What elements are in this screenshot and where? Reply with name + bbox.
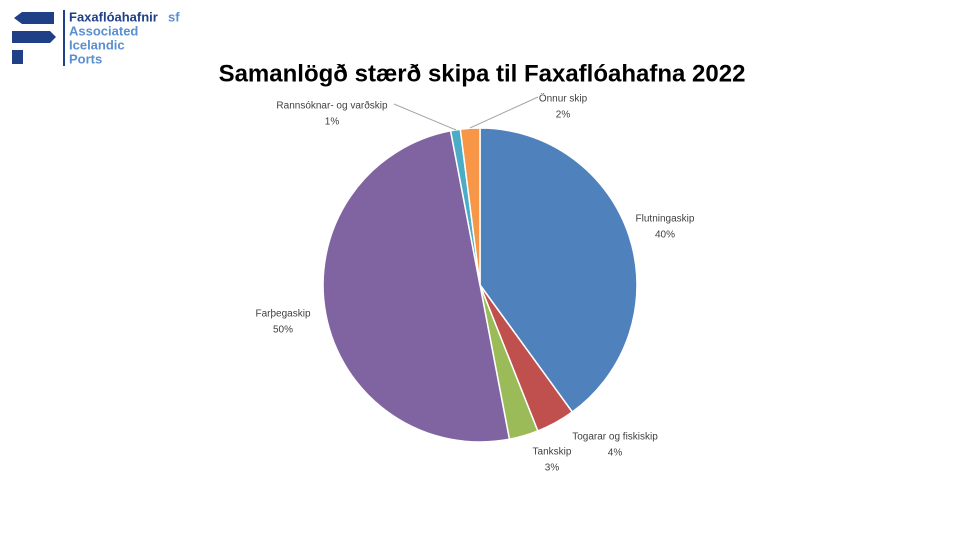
slice-label: Önnur skip xyxy=(539,93,588,105)
logo-line: Ports xyxy=(69,51,102,66)
logo-suffix: sf xyxy=(168,9,180,24)
pie-slice xyxy=(322,129,511,443)
logo-name: Faxaflóahafnir xyxy=(69,9,158,24)
slice-value-label: 4% xyxy=(608,448,623,459)
leader-line xyxy=(393,103,457,131)
pie-slice xyxy=(479,127,638,414)
logo-icon xyxy=(12,10,65,66)
slice-label: Tankskip xyxy=(533,447,572,458)
slice-value-label: 40% xyxy=(655,230,675,241)
slice-value-label: 2% xyxy=(556,110,571,121)
leader-line xyxy=(469,96,539,129)
slice-value-label: 1% xyxy=(325,117,340,128)
chart-title: Samanlögð stærð skipa til Faxaflóahafna … xyxy=(219,60,746,87)
slice-value-label: 50% xyxy=(273,325,293,336)
slice-label: Flutningaskip xyxy=(636,214,695,225)
slice-label: Rannsóknar- og varðskip xyxy=(276,100,388,112)
slice-value-label: 3% xyxy=(545,463,560,474)
slice-label: Togarar og fiskiskip xyxy=(572,432,658,443)
logo-line: Icelandic xyxy=(69,37,125,52)
slice-label: Farþegaskip xyxy=(255,309,310,320)
logo-line: Associated xyxy=(69,23,138,38)
